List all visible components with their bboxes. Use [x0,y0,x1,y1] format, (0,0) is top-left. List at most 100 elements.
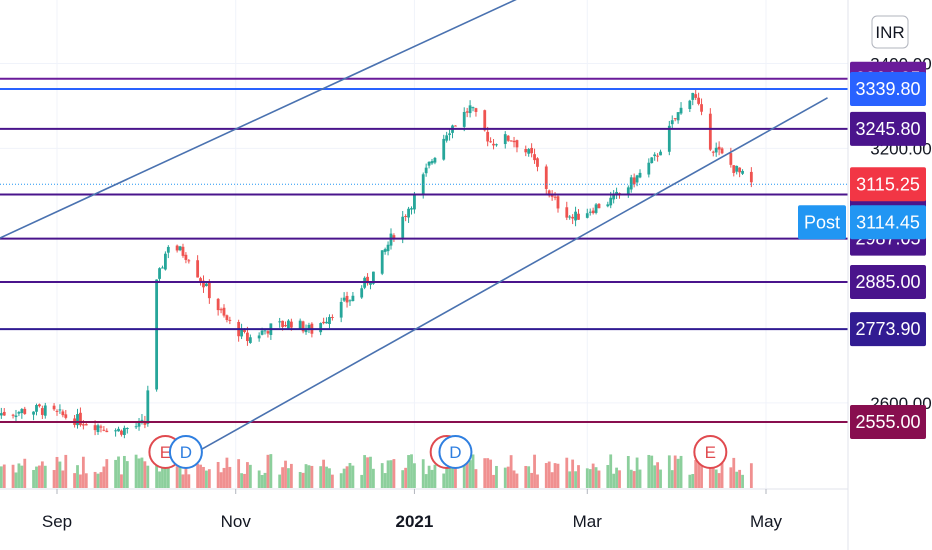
volume-bar [11,464,15,488]
candle-body [591,210,595,214]
volume-bar [205,470,208,488]
candle-body [216,298,220,311]
volume-bar [196,463,200,488]
candle-body [120,430,123,435]
horizontal-levels[interactable] [0,77,848,423]
volume-bar [711,459,715,488]
currency-badge[interactable]: INR [871,15,909,49]
volume-bar [184,456,188,488]
volume-bar [544,463,548,488]
event-marker-circle [438,435,473,469]
volume-bar [93,471,97,488]
volume-bar [442,473,446,488]
candle-body [84,424,88,426]
volume-bar [363,455,367,488]
candle-body [178,246,182,251]
volume-bar [84,473,88,488]
candle-body [246,332,249,342]
candle-body [304,329,308,333]
level-price-label-text: 2555.00 [855,412,920,432]
candle-body [99,426,103,428]
volume-bar [140,457,144,488]
candle-body [260,330,264,335]
volume-bar [483,458,487,488]
volume-bar [52,470,56,488]
candle-body [673,118,677,120]
candle-body [143,421,147,425]
candle-body [547,190,551,196]
candle-body [263,330,267,332]
volume-bar [635,457,639,488]
volume-bar [688,474,692,488]
candle-body [594,204,598,213]
volume-bar [717,473,721,488]
candle-body [93,425,97,431]
candle-body [55,410,59,412]
candle-body [433,157,437,163]
volume-bar [659,469,662,488]
volume-bar [597,470,601,488]
volume-bar [310,465,314,488]
volume-bar [404,467,408,488]
volume-bar [17,463,21,488]
volume-bar [433,464,437,488]
volume-bar [330,474,334,488]
volume-bar [257,470,261,488]
volume-bar [401,470,405,488]
candle-body [626,187,630,195]
volume-bar [43,465,47,488]
candle-body [43,405,47,416]
candle-body [430,161,434,164]
volume-bar [345,466,349,488]
dividend-event-marker[interactable]: D [438,435,473,469]
volume-bar [609,454,613,488]
volume-bar [79,474,82,488]
candle-body [301,321,305,332]
volume-bar [424,474,428,488]
volume-bar [73,473,76,488]
candle-body [676,112,680,121]
volume-bar [2,464,6,488]
event-markers[interactable]: EDEDE [148,435,728,469]
candle-body [140,419,144,421]
trend-lines[interactable] [0,0,828,459]
volume-bar [509,455,513,488]
time-axis-tick-label: May [750,512,783,531]
volume-bar [181,474,185,488]
candle-body [588,211,592,213]
candle-body [717,146,721,150]
candle-body [328,316,331,324]
candle-body [568,216,572,218]
volume-bar [489,459,493,488]
dividend-event-marker[interactable]: D [168,435,203,469]
trend-line-channel-lower[interactable] [185,97,828,459]
candle-body [424,167,428,174]
candle-body [284,325,287,327]
candle-body [462,112,466,127]
volume-bar [96,473,100,488]
volume-bar [348,462,352,488]
volume-bar [667,455,671,488]
volume-bar [503,467,507,488]
volume-bar [266,454,270,488]
candle-body [11,414,15,416]
currency-badge-box [871,15,909,49]
volume-bar [351,465,355,488]
candle-body [155,279,159,390]
post-tag-text: Post [804,212,840,232]
candle-body [122,427,126,435]
event-marker-circle [693,435,728,469]
trend-line-channel-upper[interactable] [0,0,690,239]
volume-bar [708,459,712,488]
candle-body [38,404,41,407]
volume-bar [574,471,577,488]
level-price-label-text: 2773.90 [855,319,920,339]
candle-body [146,390,150,424]
candle-body [714,147,718,153]
candle-body [512,140,516,143]
volume-bar [284,460,287,488]
volume-bar [629,469,633,488]
earnings-event-marker[interactable]: E [693,435,728,469]
volume-bar [729,467,733,488]
